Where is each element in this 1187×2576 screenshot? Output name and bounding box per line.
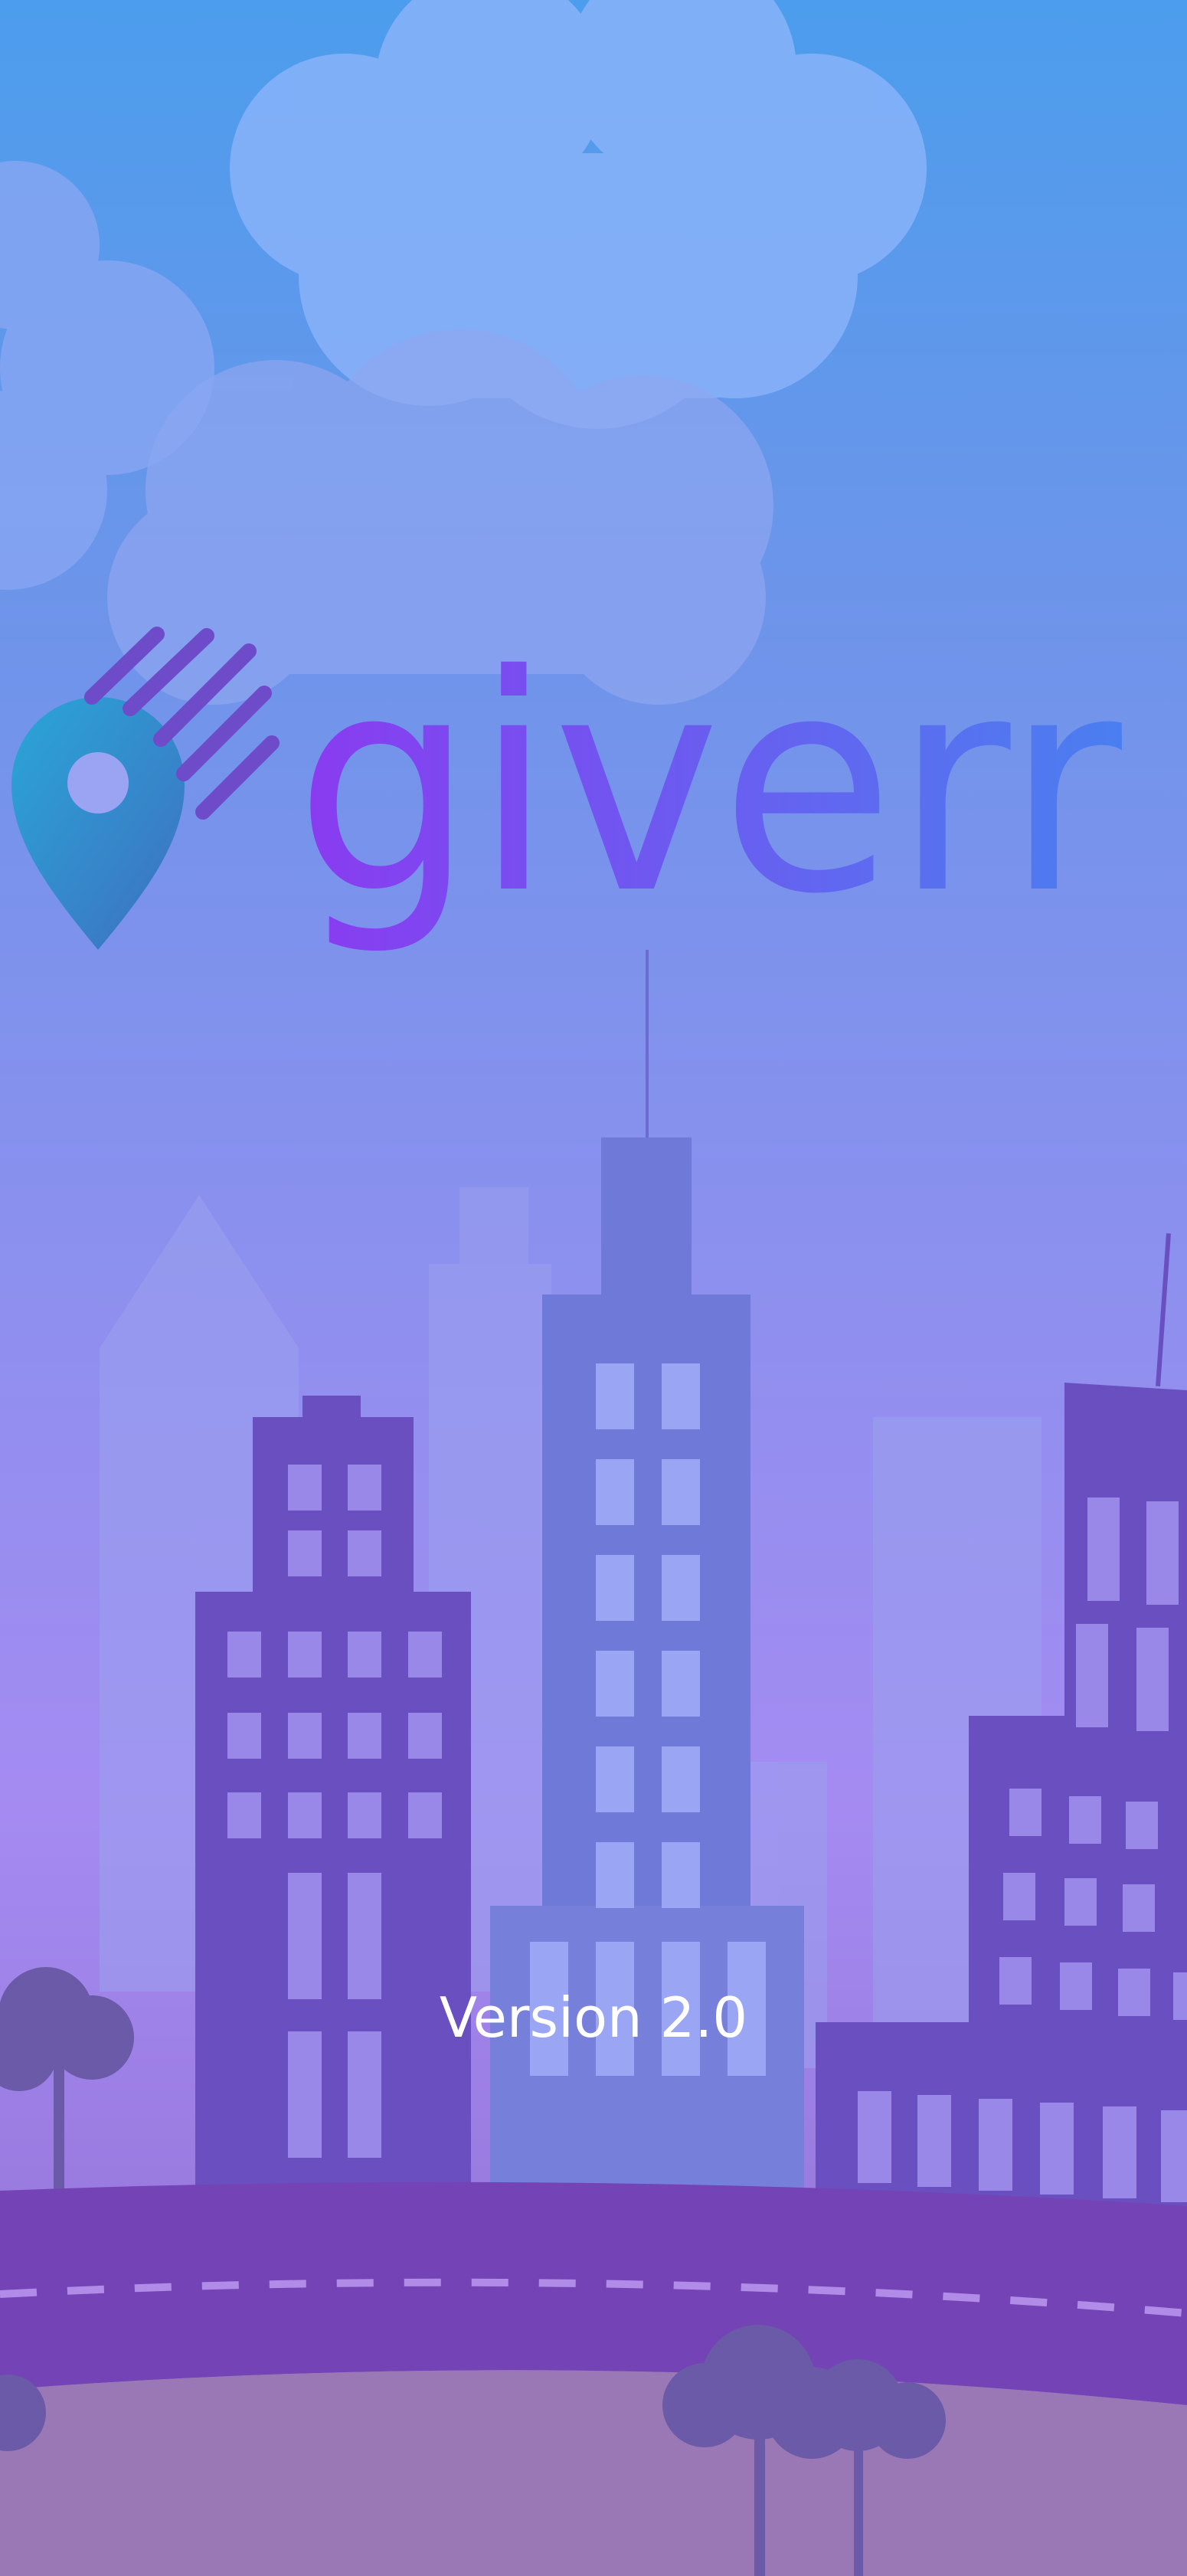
location-pin-icon	[11, 627, 280, 950]
brand-wordmark: giverr	[295, 613, 1125, 959]
version-label: Version 2.0	[439, 1985, 748, 2050]
center-tower	[490, 950, 804, 2227]
right-building	[816, 1233, 1187, 2221]
trees-foreground	[0, 2325, 946, 2576]
tree-left	[0, 1967, 134, 2191]
left-building	[195, 1396, 471, 2189]
giverr-logo: giverr	[11, 613, 1125, 959]
